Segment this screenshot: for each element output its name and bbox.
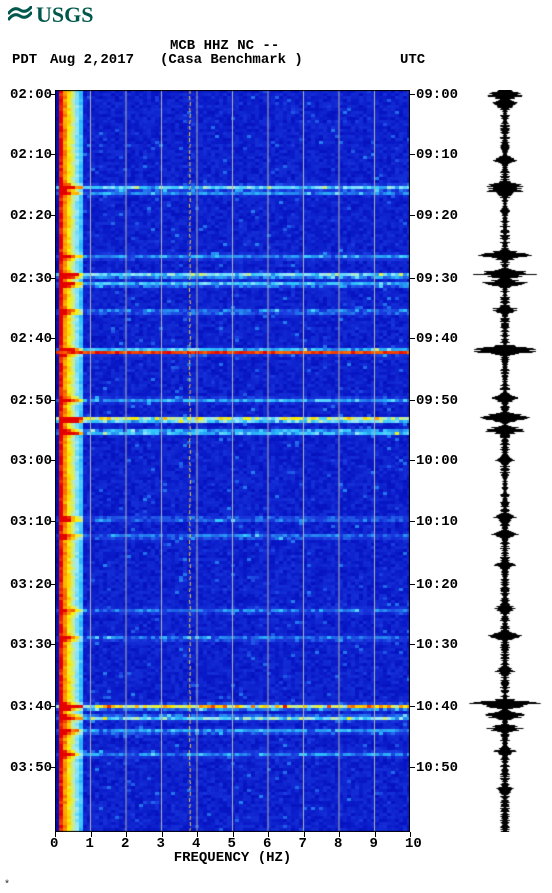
y-right-tick-label: 10:30 xyxy=(416,637,458,653)
corner-mark: * xyxy=(4,880,10,891)
y-right-tick-label: 09:50 xyxy=(416,393,458,409)
y-right-tick-label: 09:40 xyxy=(416,331,458,347)
y-right-tick-label: 10:00 xyxy=(416,453,458,469)
y-right-tick-label: 09:10 xyxy=(416,147,458,163)
y-left-tick-label: 03:30 xyxy=(10,637,52,653)
y-left-tick-label: 03:00 xyxy=(10,453,52,469)
y-left-tick-label: 03:50 xyxy=(10,760,52,776)
logo-text: USGS xyxy=(36,2,93,28)
y-left-tick-label: 03:40 xyxy=(10,699,52,715)
y-left-tick-label: 02:10 xyxy=(10,147,52,163)
y-left-tick-label: 02:00 xyxy=(10,87,52,103)
x-tick-label: 5 xyxy=(228,836,236,852)
tz-left-label: PDT xyxy=(12,52,37,68)
y-left-tick-label: 02:20 xyxy=(10,208,52,224)
tz-right-label: UTC xyxy=(400,52,425,68)
y-right-tick-label: 09:20 xyxy=(416,208,458,224)
y-left-tick-label: 02:30 xyxy=(10,271,52,287)
station-sub: (Casa Benchmark ) xyxy=(160,52,303,68)
x-tick-label: 10 xyxy=(405,836,422,852)
usgs-logo: USGS xyxy=(8,2,93,28)
y-left-tick-label: 02:40 xyxy=(10,331,52,347)
y-left-tick-label: 02:50 xyxy=(10,393,52,409)
date-label: Aug 2,2017 xyxy=(50,52,134,68)
y-right-tick-label: 10:20 xyxy=(416,577,458,593)
x-tick-label: 0 xyxy=(50,836,58,852)
x-axis-label: FREQUENCY (HZ) xyxy=(55,850,410,866)
seismogram-canvas xyxy=(465,90,545,832)
logo-swoosh-icon xyxy=(8,6,32,24)
x-tick-label: 9 xyxy=(370,836,378,852)
y-right-tick-label: 10:10 xyxy=(416,514,458,530)
x-tick-label: 3 xyxy=(157,836,165,852)
y-right-tick-label: 10:50 xyxy=(416,760,458,776)
y-right-tick-label: 10:40 xyxy=(416,699,458,715)
y-right-tick-label: 09:00 xyxy=(416,87,458,103)
x-tick-label: 2 xyxy=(121,836,129,852)
x-tick-label: 7 xyxy=(299,836,307,852)
x-tick-label: 8 xyxy=(334,836,342,852)
y-left-tick-label: 03:10 xyxy=(10,514,52,530)
x-tick-label: 4 xyxy=(192,836,200,852)
y-right-tick-label: 09:30 xyxy=(416,271,458,287)
x-tick-label: 6 xyxy=(263,836,271,852)
spectrogram-canvas xyxy=(55,90,410,832)
usgs-spectrogram-page: { "logo": { "text": "USGS", "color": "#0… xyxy=(0,0,552,893)
x-tick-label: 1 xyxy=(86,836,94,852)
y-left-tick-label: 03:20 xyxy=(10,577,52,593)
